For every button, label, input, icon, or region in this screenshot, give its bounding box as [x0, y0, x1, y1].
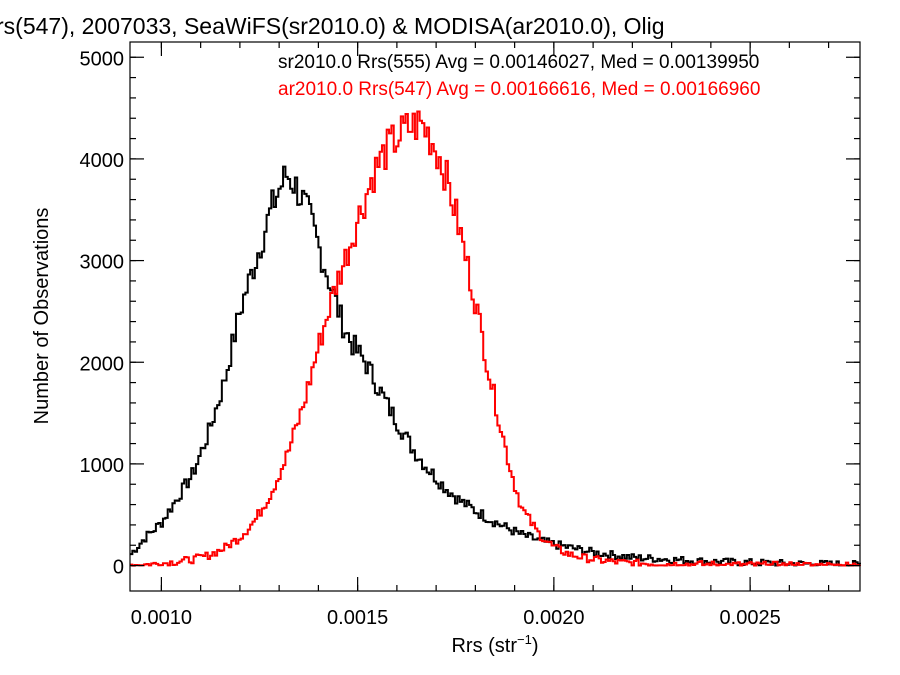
y-tick-label: 3000 [80, 252, 125, 274]
y-tick-label: 5000 [80, 48, 125, 70]
legend-entry-red: ar2010.0 Rrs(547) Avg = 0.00166616, Med … [278, 79, 760, 100]
series-line-1 [130, 110, 861, 567]
y-tick-label: 1000 [80, 455, 125, 477]
chart-title: rs(547), 2007033, SeaWiFS(sr2010.0) & MO… [0, 13, 665, 39]
x-tick-label: 0.0020 [523, 607, 584, 629]
x-axis-label: Rrs (str−1) [451, 632, 538, 657]
x-axis-label-main: Rrs (str [451, 635, 517, 657]
x-axis-label-close: ) [532, 635, 539, 657]
y-tick-label: 4000 [80, 150, 125, 172]
y-tick-label: 0 [113, 557, 124, 579]
y-axis-label: Number of Observations [31, 208, 53, 425]
series-layer [130, 110, 861, 567]
plot-frame [129, 41, 861, 592]
legend: sr2010.0 Rrs(555) Avg = 0.00146027, Med … [278, 52, 760, 100]
x-tick-label: 0.0025 [720, 607, 781, 629]
x-axis-label-sup: −1 [517, 632, 532, 647]
x-tick-label: 0.0010 [131, 607, 192, 629]
ticks-layer: 0.0010 0.0015 0.0020 0.0025 0 1000 2000 3000 400… [80, 42, 860, 629]
y-tick-label: 2000 [80, 353, 125, 375]
x-tick-label: 0.0015 [327, 607, 388, 629]
legend-entry-black: sr2010.0 Rrs(555) Avg = 0.00146027, Med … [278, 52, 759, 73]
